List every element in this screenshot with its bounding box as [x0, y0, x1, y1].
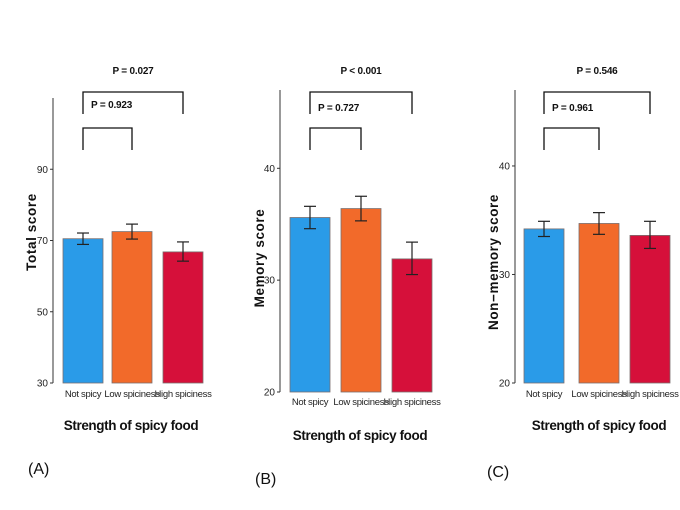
panel-c-bar-0 — [523, 228, 565, 384]
panel-a-y-tick-label: 30 — [37, 379, 49, 390]
panel-c-bar-1 — [578, 223, 620, 384]
panel-c-y-tick-label: 20 — [499, 379, 511, 390]
panel-a-comparison-bracket-0 — [82, 127, 133, 150]
panel-a-comparison-bracket-1 — [82, 91, 184, 114]
panel-a-y-axis-title: Total score — [24, 193, 39, 271]
panel-c-p-value-0: P = 0.961 — [552, 103, 594, 114]
panel-c-bar-2 — [629, 235, 671, 384]
panel-b-comparison-bracket-0 — [309, 127, 362, 150]
panel-b-bar-0 — [289, 217, 331, 393]
panel-c-category-label-0: Not spicy — [526, 389, 563, 400]
panel-c-x-axis-title: Strength of spicy food — [532, 418, 667, 433]
panel-c-p-value-1: P = 0.546 — [576, 66, 618, 77]
panel-c-category-label-1: Low spiciness — [571, 389, 627, 400]
panel-a-x-axis-title: Strength of spicy food — [64, 418, 199, 433]
panel-a-y-tick-label: 50 — [37, 307, 49, 318]
panel-c-y-tick-label: 30 — [499, 270, 511, 281]
panel-c-label: (C) — [487, 464, 509, 481]
panel-b-comparison-bracket-1 — [309, 91, 413, 114]
panel-a-p-value-1: P = 0.027 — [112, 66, 154, 77]
panel-a-bar-1 — [111, 231, 153, 384]
panel-b-x-axis-title: Strength of spicy food — [293, 428, 428, 443]
panel-a-p-value-0: P = 0.923 — [91, 100, 133, 111]
panel-b-bar-1 — [340, 208, 382, 393]
panel-b-y-tick-label: 30 — [264, 276, 276, 287]
panel-b-y-tick-label: 40 — [264, 164, 276, 175]
panel-a-category-label-1: Low spiciness — [104, 389, 160, 400]
panel-a-label: (A) — [28, 461, 49, 478]
panel-c-comparison-bracket-1 — [543, 91, 651, 114]
panel-b-p-value-0: P = 0.727 — [318, 103, 360, 114]
panel-b-y-axis-title: Memory score — [252, 209, 267, 308]
panel-b-y-tick-label: 20 — [264, 388, 276, 399]
panel-c-y-tick-label: 40 — [499, 161, 511, 172]
panel-b-category-label-0: Not spicy — [292, 397, 329, 408]
panel-b-bar-2 — [391, 258, 433, 393]
panel-a-category-label-0: Not spicy — [65, 389, 102, 400]
panel-b-category-label-1: Low spiciness — [333, 397, 389, 408]
panel-a-bar-2 — [162, 251, 204, 384]
panel-c-y-axis-title: Non−memory score — [486, 194, 501, 330]
panel-c-category-label-2: High spiciness — [621, 389, 679, 400]
panel-a-y-tick-label: 90 — [37, 165, 49, 176]
panel-a-y-tick-label: 70 — [37, 236, 49, 247]
panel-a-bar-0 — [62, 238, 104, 384]
panel-b-label: (B) — [255, 471, 276, 488]
panel-b-p-value-1: P < 0.001 — [340, 66, 382, 77]
panel-c-comparison-bracket-0 — [543, 127, 600, 150]
panel-b-category-label-2: High spiciness — [383, 397, 441, 408]
panel-a-category-label-2: High spiciness — [154, 389, 212, 400]
